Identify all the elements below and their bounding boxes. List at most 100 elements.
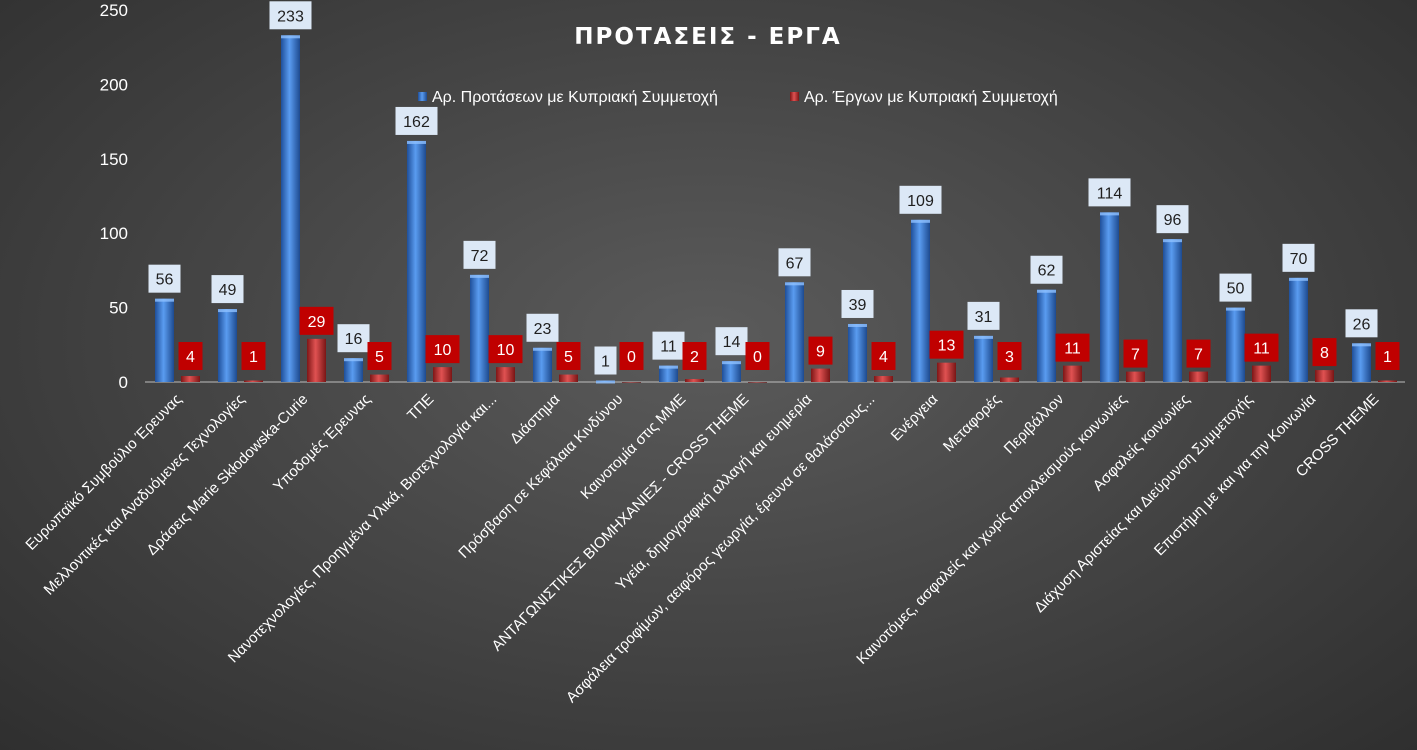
data-label-proposals: 1 — [601, 354, 610, 371]
data-label-proposals: 96 — [1164, 212, 1182, 229]
data-label-projects-box — [682, 342, 707, 370]
data-label-projects: 4 — [879, 349, 888, 366]
data-label-proposals: 162 — [403, 114, 430, 131]
bar-proposals — [344, 358, 363, 382]
x-category-label: Μεταφορές — [940, 391, 1004, 455]
bar-proposals-cap — [155, 298, 174, 302]
data-label-proposals-box — [395, 106, 438, 135]
bar-projects — [1063, 365, 1082, 382]
bar-proposals — [1100, 212, 1119, 382]
bar-proposals-cap — [911, 219, 930, 223]
data-label-proposals: 114 — [1097, 185, 1123, 202]
data-label-projects: 3 — [1005, 349, 1014, 366]
data-label-proposals-box — [269, 1, 312, 30]
data-label-proposals: 49 — [219, 282, 237, 299]
bar-projects — [559, 374, 578, 382]
bar-proposals — [1289, 277, 1308, 382]
data-label-proposals-box — [652, 331, 685, 360]
bar-projects — [181, 376, 200, 382]
bar-projects — [1252, 365, 1271, 382]
data-label-proposals: 62 — [1038, 263, 1056, 280]
bar-proposals-cap — [1100, 212, 1119, 216]
bar-proposals — [1037, 289, 1056, 382]
bar-proposals — [1163, 239, 1182, 382]
data-label-projects: 0 — [627, 349, 636, 366]
bar-projects — [244, 380, 263, 382]
bar-proposals — [785, 282, 804, 382]
data-label-projects: 29 — [308, 314, 326, 331]
bar-proposals — [659, 365, 678, 382]
data-label-projects-box — [178, 342, 203, 370]
data-label-proposals-box — [337, 324, 370, 353]
data-label-projects-box — [929, 330, 964, 359]
bar-proposals-cap — [1289, 277, 1308, 281]
y-tick-label: 250 — [100, 1, 128, 20]
data-label-projects: 10 — [434, 342, 452, 359]
bar-projects — [1378, 380, 1397, 382]
data-label-projects-box — [1186, 339, 1211, 368]
x-category-label: Διάστημα — [507, 391, 564, 448]
data-label-proposals: 26 — [1353, 316, 1371, 333]
data-label-projects-box — [745, 342, 770, 370]
data-label-projects-box — [299, 306, 334, 335]
data-label-projects: 8 — [1320, 345, 1329, 362]
bar-projects — [937, 362, 956, 382]
bar-proposals — [407, 140, 426, 382]
bar-projects — [1315, 370, 1334, 382]
data-label-proposals: 72 — [471, 248, 489, 265]
y-tick-label: 100 — [100, 224, 128, 243]
bar-proposals-cap — [659, 365, 678, 369]
bar-proposals — [470, 274, 489, 382]
bar-proposals-cap — [722, 361, 741, 365]
data-label-proposals-box — [1156, 205, 1189, 234]
data-label-proposals: 16 — [345, 331, 363, 348]
data-label-proposals: 39 — [849, 297, 867, 314]
data-label-proposals-box — [1030, 255, 1063, 284]
bar-proposals — [533, 347, 552, 382]
data-label-projects: 11 — [1253, 341, 1270, 358]
x-category-label: Ασφάλεια τροφίμων, αειφόρος γεωργία, έρε… — [563, 391, 878, 706]
chart-title: ΠΡΟΤΑΣΕΙΣ - ΕΡΓΑ — [574, 24, 841, 50]
bar-proposals — [722, 361, 741, 382]
data-label-projects-box — [1244, 333, 1279, 362]
data-label-proposals-box — [1219, 273, 1252, 302]
data-label-proposals: 109 — [907, 193, 934, 210]
data-label-proposals: 23 — [534, 321, 552, 338]
data-label-projects-box — [1312, 338, 1337, 367]
y-tick-label: 50 — [109, 299, 128, 318]
data-label-proposals-box — [594, 346, 617, 375]
bar-projects — [811, 368, 830, 382]
data-label-projects-box — [556, 342, 581, 370]
data-label-projects-box — [1375, 342, 1400, 370]
bar-projects — [1126, 371, 1145, 382]
data-label-proposals-box — [211, 275, 244, 304]
bar-proposals-cap — [596, 380, 615, 384]
bar-proposals-cap — [533, 347, 552, 351]
bar-proposals — [1352, 343, 1371, 382]
bar-proposals — [218, 309, 237, 382]
data-label-projects-box — [619, 342, 644, 370]
data-label-projects: 5 — [375, 349, 384, 366]
legend-swatch — [790, 92, 799, 101]
bar-projects — [307, 338, 326, 382]
data-label-proposals-box — [715, 327, 748, 356]
x-category-label: Ενέργεια — [888, 391, 942, 445]
data-label-projects-box — [871, 342, 896, 370]
data-label-projects: 13 — [938, 338, 956, 355]
data-label-proposals-box — [841, 289, 874, 318]
bar-projects — [748, 382, 767, 383]
data-label-proposals-box — [1345, 309, 1378, 338]
x-category-label: Διάχυση Αριστείας και Διεύρυνση Συμμετοχ… — [1031, 391, 1256, 616]
bar-proposals-cap — [470, 274, 489, 278]
bar-proposals-cap — [1163, 239, 1182, 243]
bar-proposals-cap — [281, 35, 300, 39]
data-label-projects-box — [1123, 339, 1148, 368]
data-label-proposals: 50 — [1227, 281, 1245, 298]
data-label-proposals-box — [899, 185, 942, 214]
data-label-proposals-box — [526, 313, 559, 342]
bar-projects — [1189, 371, 1208, 382]
